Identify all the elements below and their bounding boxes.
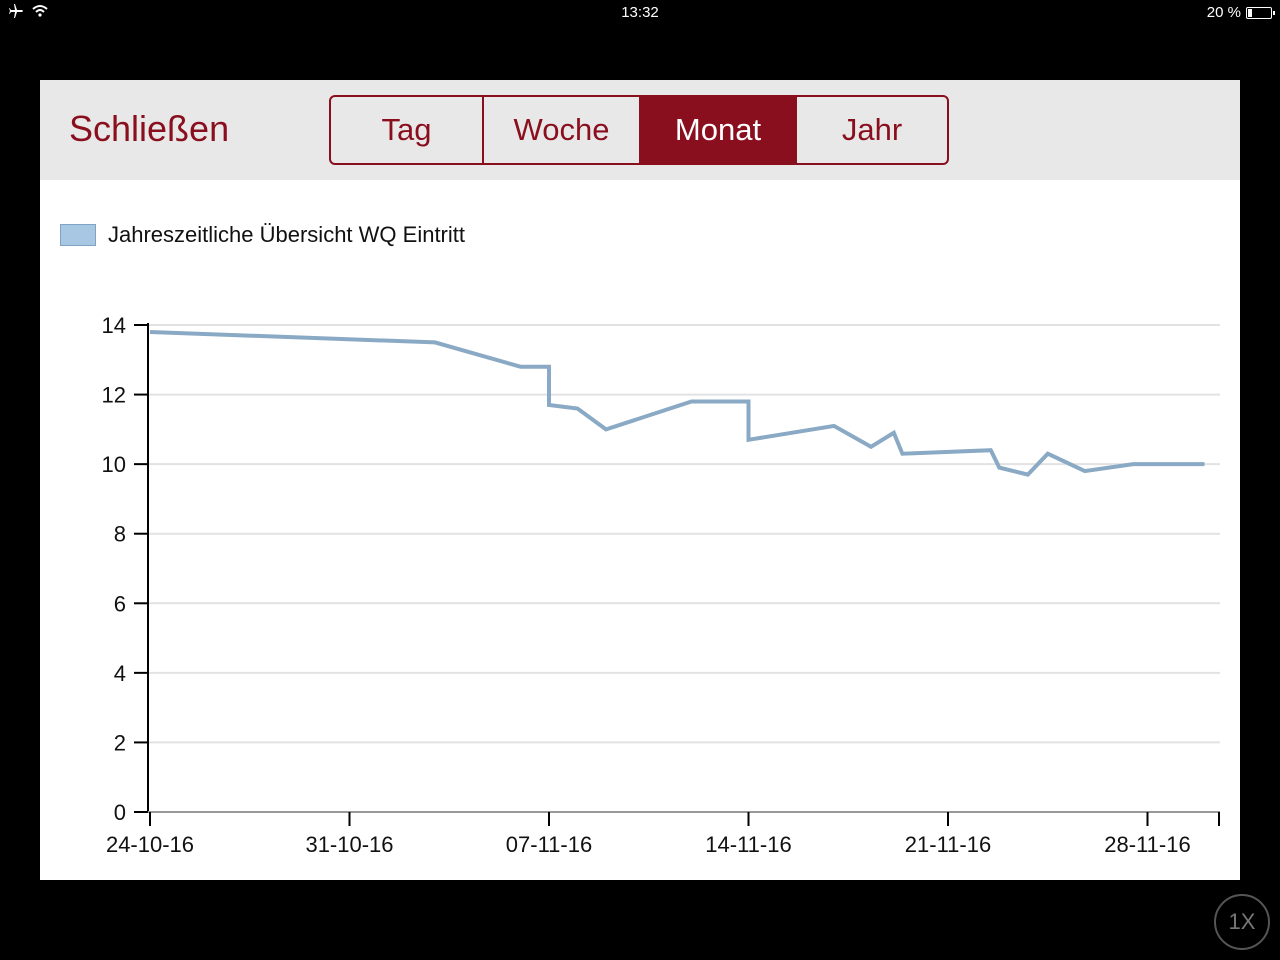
tab-monat[interactable]: Monat [641, 97, 797, 163]
x-tick-label: 24-10-16 [106, 832, 194, 857]
status-bar: 13:32 20 % [0, 0, 1280, 26]
x-tick-label: 28-11-16 [1104, 832, 1190, 857]
wifi-icon [32, 5, 48, 17]
y-tick-label: 2 [114, 730, 126, 755]
status-right: 20 % [1206, 4, 1275, 21]
tab-jahr[interactable]: Jahr [841, 112, 903, 147]
tab-tag[interactable]: Tag [331, 97, 484, 163]
chart-legend: Jahreszeitliche Übersicht WQ Eintritt [60, 222, 465, 248]
status-time: 13:32 [621, 4, 659, 21]
battery-percent: 20 % [1206, 4, 1241, 21]
close-button[interactable]: Schließen [69, 108, 230, 149]
y-tick-label: 4 [114, 661, 126, 686]
chart-panel: Schließen Tag Woche Monat Jahr Jahreszei… [40, 80, 1240, 880]
x-tick-label: 21-11-16 [905, 832, 991, 857]
legend-swatch [60, 224, 96, 246]
y-tick-label: 14 [102, 313, 126, 338]
toolbar: Schließen Tag Woche Monat Jahr [40, 80, 1240, 180]
line-chart: 0 2 4 6 8 10 12 14 24-10-16 31-10-16 07-11-16 14-11… [102, 313, 1220, 857]
series-line [149, 330, 1205, 477]
playback-speed-button[interactable]: 1X [1214, 894, 1270, 950]
x-tick-label: 14-11-16 [705, 832, 791, 857]
y-tick-label: 6 [114, 591, 126, 616]
y-tick-label: 12 [102, 383, 126, 408]
y-tick-label: 10 [102, 452, 126, 477]
tab-woche[interactable]: Woche [484, 97, 641, 163]
x-tick-label: 07-11-16 [506, 832, 592, 857]
status-left [8, 3, 48, 19]
period-segmented-control: Tag Woche Monat Jahr [329, 95, 949, 165]
legend-label: Jahreszeitliche Übersicht WQ Eintritt [108, 222, 465, 247]
x-tick-label: 31-10-16 [305, 832, 393, 857]
y-tick-label: 8 [114, 522, 126, 547]
battery-icon [1246, 6, 1275, 19]
airplane-icon [9, 4, 23, 18]
y-tick-label: 0 [114, 800, 126, 825]
